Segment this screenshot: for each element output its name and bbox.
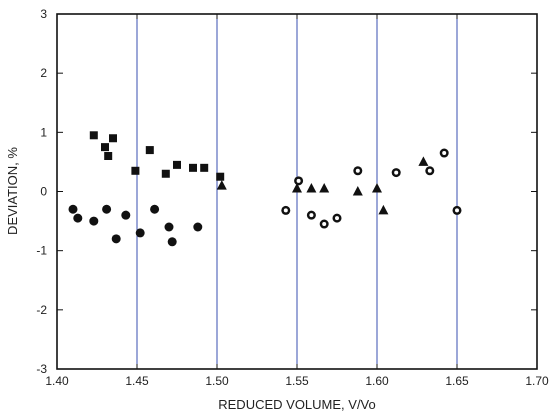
square-point — [189, 163, 197, 172]
square-point — [101, 143, 109, 152]
square-point — [200, 163, 209, 172]
square-point — [89, 131, 98, 140]
circle-point — [121, 210, 131, 220]
data-points — [68, 131, 462, 247]
circle-point — [111, 234, 121, 244]
y-tick-label: -3 — [36, 362, 47, 376]
circle-point — [68, 204, 78, 214]
square-point — [104, 152, 113, 160]
y-tick-label: 1 — [40, 125, 47, 139]
circle-point — [135, 228, 145, 238]
y-tick-label: 2 — [40, 66, 47, 80]
triangle-point — [319, 183, 330, 193]
x-tick-label: 1.50 — [205, 374, 229, 388]
circle-point — [73, 213, 83, 223]
square-point — [131, 166, 140, 175]
triangle-point — [378, 204, 389, 215]
open-circle-point — [353, 166, 363, 176]
y-tick-label: -1 — [36, 244, 47, 258]
circle-point — [102, 204, 112, 214]
open-circle-point — [452, 205, 462, 215]
triangle-point — [216, 180, 227, 190]
circle-point — [193, 222, 203, 232]
y-tick-label: 0 — [40, 185, 47, 199]
open-circle-point — [281, 205, 291, 215]
circle-point — [150, 204, 160, 214]
square-point — [173, 160, 181, 169]
x-tick-label: 1.55 — [285, 374, 309, 388]
open-circle-point — [425, 166, 435, 176]
circle-point — [167, 237, 177, 247]
x-tick-label: 1.45 — [125, 374, 149, 388]
open-circle-point — [294, 176, 304, 186]
circle-point — [89, 216, 99, 226]
open-circle-point — [391, 168, 401, 178]
y-axis-label: DEVIATION, % — [5, 147, 20, 235]
triangle-point — [352, 186, 363, 196]
open-circle-point — [332, 213, 342, 223]
square-point — [161, 169, 170, 178]
open-circle-point — [306, 210, 316, 220]
open-circle-point — [319, 219, 329, 229]
axis-ticks: 1.40 1.45 1.50 1.55 1.60 1.65 1.70 -3 -2 -1 0 1 2 3 — [36, 7, 549, 388]
square-point — [109, 134, 117, 143]
triangle-point — [418, 156, 429, 166]
triangle-point — [372, 183, 382, 193]
x-tick-label: 1.70 — [525, 374, 549, 388]
x-axis-label: REDUCED VOLUME, V/Vo — [218, 397, 376, 412]
triangle-point — [292, 183, 302, 193]
x-tick-label: 1.65 — [445, 374, 469, 388]
x-tick-label: 1.60 — [365, 374, 389, 388]
circle-point — [164, 222, 174, 232]
open-circle-point — [439, 148, 449, 158]
y-tick-label: -2 — [36, 303, 47, 317]
x-tick-label: 1.40 — [45, 374, 69, 388]
square-point — [145, 146, 154, 155]
square-point — [216, 172, 225, 181]
triangle-point — [306, 183, 317, 193]
y-tick-label: 3 — [40, 7, 47, 21]
